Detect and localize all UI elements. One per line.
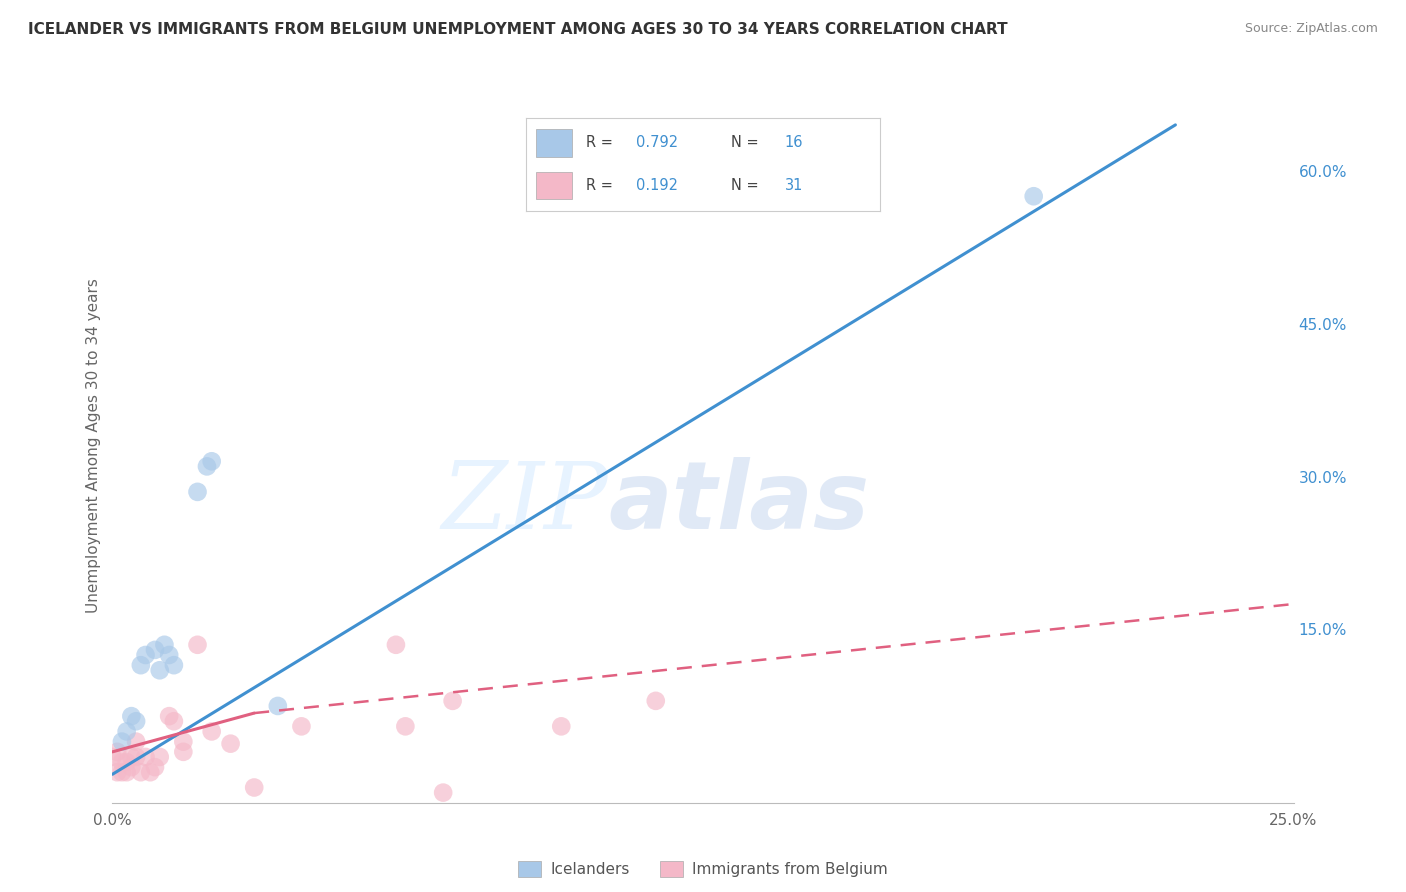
Point — [172, 734, 194, 748]
FancyBboxPatch shape — [537, 128, 572, 157]
Point — [120, 760, 142, 774]
Point — [135, 648, 157, 662]
Point — [172, 745, 194, 759]
Point — [195, 459, 218, 474]
Point — [1022, 189, 1045, 203]
Legend: Icelanders, Immigrants from Belgium: Icelanders, Immigrants from Belgium — [517, 862, 889, 877]
Point — [385, 638, 408, 652]
Point — [186, 484, 208, 499]
Text: 16: 16 — [785, 136, 803, 150]
Point — [120, 750, 142, 764]
Point — [157, 648, 180, 662]
Point — [129, 765, 152, 780]
Point — [157, 709, 180, 723]
Point — [163, 658, 186, 673]
Point — [186, 638, 208, 652]
Point — [143, 643, 166, 657]
Point — [290, 719, 312, 733]
Point — [394, 719, 416, 733]
Text: 0.192: 0.192 — [636, 178, 678, 193]
Text: 0.792: 0.792 — [636, 136, 678, 150]
Point — [644, 694, 666, 708]
Point — [115, 765, 138, 780]
Point — [441, 694, 464, 708]
Point — [149, 663, 172, 677]
Point — [120, 709, 142, 723]
Point — [111, 734, 134, 748]
Text: R =: R = — [586, 136, 617, 150]
Point — [550, 719, 572, 733]
Point — [201, 724, 224, 739]
Text: ICELANDER VS IMMIGRANTS FROM BELGIUM UNEMPLOYMENT AMONG AGES 30 TO 34 YEARS CORR: ICELANDER VS IMMIGRANTS FROM BELGIUM UNE… — [28, 22, 1008, 37]
Text: 31: 31 — [785, 178, 803, 193]
Point — [111, 755, 134, 769]
Point — [125, 714, 148, 729]
Point — [163, 714, 186, 729]
Text: N =: N = — [731, 136, 763, 150]
Point — [129, 658, 152, 673]
Point — [125, 750, 148, 764]
Text: atlas: atlas — [609, 457, 870, 549]
Text: Source: ZipAtlas.com: Source: ZipAtlas.com — [1244, 22, 1378, 36]
Point — [125, 734, 148, 748]
Point — [111, 765, 134, 780]
Point — [153, 638, 176, 652]
Point — [219, 737, 242, 751]
Point — [101, 750, 124, 764]
Point — [432, 786, 454, 800]
Point — [115, 724, 138, 739]
Y-axis label: Unemployment Among Ages 30 to 34 years: Unemployment Among Ages 30 to 34 years — [86, 278, 101, 614]
Point — [201, 454, 224, 468]
Point — [149, 750, 172, 764]
Point — [243, 780, 266, 795]
Text: ZIP: ZIP — [441, 458, 609, 548]
FancyBboxPatch shape — [537, 171, 572, 200]
Point — [105, 745, 128, 759]
Point — [139, 765, 162, 780]
Text: N =: N = — [731, 178, 763, 193]
Point — [143, 760, 166, 774]
Text: R =: R = — [586, 178, 617, 193]
Point — [267, 698, 290, 713]
Point — [135, 750, 157, 764]
Point — [105, 765, 128, 780]
Point — [115, 755, 138, 769]
